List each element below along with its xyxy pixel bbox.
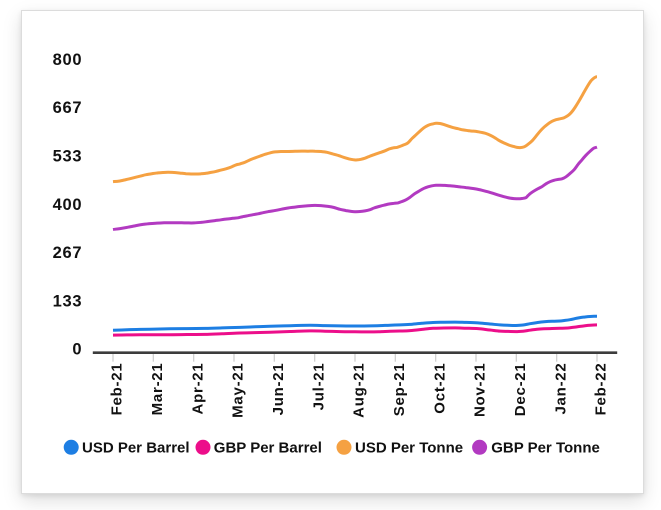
svg-text:GBP Per Barrel: GBP Per Barrel bbox=[214, 440, 322, 457]
svg-text:Feb-21: Feb-21 bbox=[109, 363, 126, 416]
svg-text:USD Per Tonne: USD Per Tonne bbox=[355, 440, 463, 457]
svg-text:133: 133 bbox=[53, 292, 83, 310]
svg-text:Jan-22: Jan-22 bbox=[552, 363, 569, 415]
svg-text:Oct-21: Oct-21 bbox=[431, 363, 448, 414]
svg-text:Dec-21: Dec-21 bbox=[512, 363, 529, 417]
svg-text:USD Per Barrel: USD Per Barrel bbox=[82, 440, 190, 457]
svg-text:0: 0 bbox=[72, 341, 82, 359]
svg-text:267: 267 bbox=[53, 244, 83, 262]
svg-text:800: 800 bbox=[53, 51, 83, 69]
svg-text:Jul-21: Jul-21 bbox=[310, 363, 327, 411]
svg-text:Aug-21: Aug-21 bbox=[351, 363, 368, 418]
svg-text:Mar-21: Mar-21 bbox=[149, 363, 166, 416]
svg-text:May-21: May-21 bbox=[230, 363, 247, 418]
svg-text:Apr-21: Apr-21 bbox=[189, 363, 206, 415]
svg-text:533: 533 bbox=[53, 148, 83, 166]
svg-text:GBP Per Tonne: GBP Per Tonne bbox=[491, 440, 600, 457]
svg-text:Feb-22: Feb-22 bbox=[593, 363, 610, 416]
svg-text:667: 667 bbox=[53, 99, 83, 117]
svg-text:Sep-21: Sep-21 bbox=[391, 363, 408, 417]
svg-text:Nov-21: Nov-21 bbox=[472, 363, 489, 418]
svg-text:Jun-21: Jun-21 bbox=[270, 363, 287, 416]
svg-text:400: 400 bbox=[53, 196, 83, 214]
